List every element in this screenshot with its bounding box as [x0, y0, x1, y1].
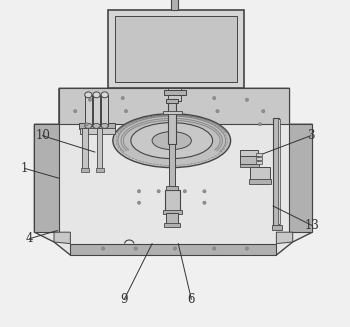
Bar [101, 95, 108, 126]
Polygon shape [34, 124, 59, 232]
Bar [162, 210, 182, 214]
Ellipse shape [85, 124, 92, 128]
Circle shape [138, 190, 141, 193]
Bar [273, 118, 279, 226]
Ellipse shape [101, 124, 108, 128]
Bar [256, 153, 262, 156]
Text: 1: 1 [21, 162, 28, 175]
Text: 6: 6 [188, 293, 195, 306]
Circle shape [138, 201, 141, 204]
Ellipse shape [93, 124, 100, 128]
Text: 13: 13 [305, 219, 320, 232]
Circle shape [124, 110, 128, 113]
Bar [93, 95, 100, 126]
Circle shape [245, 247, 248, 250]
Bar [85, 95, 92, 126]
Bar [166, 213, 178, 224]
Circle shape [258, 123, 262, 126]
Bar [80, 128, 114, 134]
Bar [240, 156, 258, 164]
Bar [171, 0, 178, 10]
Bar [278, 119, 280, 224]
Bar [166, 186, 178, 190]
Circle shape [88, 98, 92, 101]
Bar [164, 223, 180, 227]
Bar [248, 179, 272, 184]
Ellipse shape [93, 92, 100, 98]
Polygon shape [59, 88, 289, 124]
Circle shape [212, 247, 216, 250]
Text: 3: 3 [307, 129, 314, 142]
Bar [256, 161, 262, 164]
Bar [83, 128, 88, 170]
Circle shape [85, 123, 88, 126]
Bar [162, 111, 182, 114]
Bar [168, 88, 181, 101]
Circle shape [134, 247, 138, 250]
Polygon shape [70, 244, 276, 255]
Polygon shape [54, 232, 70, 244]
Bar [169, 144, 175, 186]
Bar [164, 190, 180, 211]
Circle shape [173, 247, 177, 250]
Circle shape [216, 110, 219, 113]
Text: 4: 4 [26, 232, 33, 245]
Circle shape [203, 190, 206, 193]
Ellipse shape [113, 114, 231, 167]
Circle shape [245, 98, 248, 101]
Bar [163, 90, 187, 95]
Bar [240, 164, 259, 167]
Circle shape [212, 96, 216, 100]
Bar [240, 150, 258, 157]
Ellipse shape [152, 131, 191, 150]
Polygon shape [108, 10, 244, 88]
Bar [96, 168, 104, 172]
Circle shape [121, 96, 124, 100]
Circle shape [102, 247, 105, 250]
Bar [97, 128, 103, 170]
Bar [81, 168, 89, 172]
Bar [250, 167, 270, 180]
Circle shape [262, 110, 265, 113]
Ellipse shape [131, 123, 212, 159]
Polygon shape [114, 16, 237, 82]
Circle shape [74, 110, 77, 113]
Circle shape [203, 201, 206, 204]
Polygon shape [276, 232, 293, 244]
Bar [78, 123, 114, 129]
Ellipse shape [85, 92, 92, 98]
Circle shape [183, 190, 187, 193]
Ellipse shape [101, 92, 108, 98]
Bar [272, 225, 282, 230]
Text: 10: 10 [35, 129, 50, 142]
Text: 9: 9 [120, 293, 128, 306]
Bar [256, 157, 262, 160]
Bar [166, 99, 178, 103]
Polygon shape [289, 124, 312, 232]
Polygon shape [34, 88, 312, 255]
Circle shape [157, 190, 160, 193]
Bar [168, 101, 176, 144]
